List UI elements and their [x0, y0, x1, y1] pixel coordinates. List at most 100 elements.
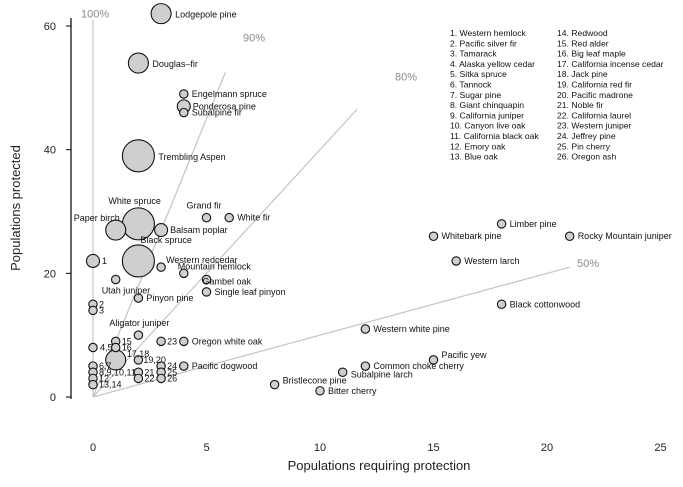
point-label-37: 26: [167, 373, 177, 383]
point-label-30: 8,9,10,11: [99, 367, 136, 377]
point-label-9: White spruce: [108, 196, 161, 206]
data-point-34: [133, 373, 144, 384]
point-label-10: Balsam poplar: [170, 225, 228, 235]
data-point-2: [179, 89, 189, 99]
point-label-46: Limber pine: [510, 219, 557, 229]
data-point-6: [201, 212, 212, 223]
point-label-8: Paper birch: [74, 213, 120, 223]
legend-item-12: 12. Emory oak: [450, 141, 506, 151]
data-point-24: [88, 342, 98, 353]
data-point-0: [150, 3, 172, 25]
point-label-43: Western white pine: [373, 324, 449, 334]
point-label-1: Douglas–fir: [152, 59, 198, 69]
data-point-7: [224, 212, 234, 223]
reference-line-label-0: 100%: [81, 8, 109, 20]
data-point-48: [451, 256, 461, 266]
reference-line-3: [92, 266, 570, 398]
point-label-31: 12: [99, 373, 109, 383]
data-point-8: [105, 219, 127, 241]
point-label-2: Engelmann spruce: [192, 89, 267, 99]
legend-item-7: 7. Sugar pine: [450, 90, 501, 100]
point-label-4: Subalpine fir: [192, 108, 242, 118]
point-label-40: Bitter cherry: [328, 386, 377, 396]
y-tick-label-2: 40: [44, 145, 56, 157]
data-point-40: [315, 386, 325, 396]
legend-item-14: 14. Redwood: [557, 28, 608, 38]
legend-item-3: 3. Tamarack: [450, 49, 497, 59]
data-point-13: [179, 268, 189, 279]
legend-item-25: 25. Pin cherry: [557, 141, 611, 151]
legend-item-21: 21. Noble fir: [557, 100, 603, 110]
data-point-41: [337, 367, 348, 378]
point-label-18: 1: [102, 256, 107, 266]
x-tick-label-5: 25: [654, 442, 666, 454]
point-label-33: 21: [144, 367, 154, 377]
y-tick-labels: 0 20 40 60: [44, 21, 71, 404]
point-label-47: Whitebark pine: [442, 231, 502, 241]
point-label-44: Pacific yew: [442, 350, 488, 360]
point-label-6: Grand fir: [187, 201, 222, 211]
legend-item-17: 17. California incense cedar: [557, 59, 664, 69]
point-label-21: Aligator juniper: [109, 318, 169, 328]
legend-item-2: 2. Pacific silver fir: [450, 38, 517, 48]
point-label-28: 19,20: [143, 355, 166, 365]
data-point-10: [154, 223, 169, 238]
reference-line-label-2: 80%: [395, 71, 417, 83]
point-label-34: 22: [144, 373, 154, 383]
data-point-12: [156, 262, 166, 272]
point-label-12: Western redcedar: [166, 255, 237, 265]
data-point-43: [360, 324, 371, 334]
x-tick-label-3: 15: [427, 442, 439, 454]
y-tick-label-1: 20: [44, 268, 56, 280]
x-tick-label-2: 10: [314, 442, 326, 454]
point-label-19: 2: [99, 299, 104, 309]
data-point-15: [201, 287, 212, 297]
point-label-0: Lodgepole pine: [175, 10, 237, 20]
point-label-23: 16: [122, 343, 132, 353]
y-tick-label-0: 0: [50, 392, 56, 404]
point-label-13: Mountain hemlock: [178, 261, 252, 271]
legend-item-24: 24. Jeffrey pine: [557, 131, 616, 141]
data-point-42: [360, 361, 371, 371]
legend-item-22: 22. California laurel: [557, 110, 631, 120]
data-point-46: [496, 219, 507, 229]
point-label-26: 23: [167, 336, 177, 346]
data-point-39: [269, 379, 280, 390]
point-label-36: 25: [167, 367, 177, 377]
data-point-47: [428, 231, 439, 241]
x-tick-labels: 0 5 10 15 20 25: [90, 442, 667, 454]
reference-line-label-3: 50%: [577, 258, 599, 270]
point-label-39: Bristlecone pine: [283, 376, 347, 386]
point-label-3: Ponderosa pine: [193, 101, 256, 111]
point-label-45: Black cottonwood: [510, 299, 581, 309]
data-point-49: [564, 231, 575, 241]
data-point-44: [428, 355, 439, 365]
point-label-29: 6,7: [99, 361, 112, 371]
legend-item-10: 10. Canyon live oak: [450, 121, 526, 131]
point-label-14: Gambel oak: [203, 277, 252, 287]
legend-item-15: 15. Red alder: [557, 38, 609, 48]
point-label-38: Pacific dogwood: [192, 361, 258, 371]
legend-item-13: 13. Blue oak: [450, 152, 498, 162]
legend-item-11: 11. California black oak: [450, 131, 539, 141]
data-point-16: [110, 274, 121, 285]
data-point-11: [121, 244, 155, 278]
point-label-17: Pinyon pine: [146, 293, 193, 303]
data-point-28: [133, 355, 144, 365]
x-axis-title: Populations requiring protection: [288, 458, 471, 473]
data-point-38: [179, 361, 189, 371]
x-tick-label-0: 0: [90, 442, 96, 454]
point-label-48: Western larch: [464, 256, 519, 266]
data-point-5: [121, 139, 155, 173]
data-point-27: [179, 336, 189, 347]
point-label-42: Common choke cherry: [373, 361, 464, 371]
legend-item-19: 19. California red fir: [557, 80, 632, 90]
x-tick-label-4: 20: [541, 442, 553, 454]
point-label-49: Rocky Mountain juniper: [578, 231, 672, 241]
x-tick-label-1: 5: [203, 442, 209, 454]
reference-line-label-1: 90%: [243, 32, 265, 44]
data-point-21: [133, 330, 144, 340]
point-label-35: 24: [167, 361, 177, 371]
